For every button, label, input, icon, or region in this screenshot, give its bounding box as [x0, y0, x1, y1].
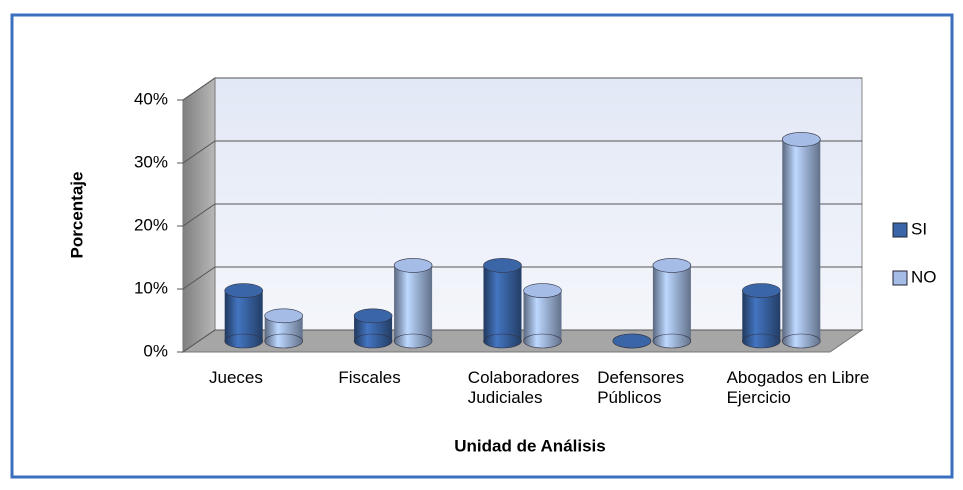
grid-line: [182, 329, 862, 353]
bar-body: [782, 139, 821, 341]
bar-base: [264, 333, 304, 349]
bar-top: [652, 258, 692, 273]
bar-body: [224, 290, 263, 341]
bar: [264, 308, 304, 349]
x-axis-label: Unidad de Análisis: [454, 436, 605, 455]
bar-body: [483, 265, 522, 341]
bar-base: [652, 333, 692, 349]
bar-base: [353, 333, 393, 349]
bar-top: [741, 283, 781, 298]
legend-swatch: [892, 270, 908, 286]
bar: [652, 258, 692, 349]
y-tick-label: 10%: [134, 278, 168, 297]
grid-line: [182, 266, 862, 290]
y-tick-label: 20%: [134, 215, 168, 234]
bar-top: [353, 308, 393, 324]
bar-top: [264, 308, 304, 324]
bar-body: [523, 290, 562, 341]
bar-top: [612, 333, 652, 349]
bar-body: [742, 290, 781, 341]
x-tick-label: Abogados en Libre Ejercicio: [726, 368, 870, 407]
grid-line: [182, 77, 862, 101]
bar: [612, 333, 652, 349]
grid-line: [182, 140, 862, 164]
bar: [781, 132, 821, 349]
bar: [224, 283, 263, 349]
y-tick-label: 0%: [143, 341, 168, 360]
bar: [523, 283, 562, 349]
bar-base: [523, 333, 562, 349]
legend-label: SI: [911, 219, 927, 238]
legend-swatch: [892, 222, 908, 238]
legend-label: NO: [911, 267, 937, 286]
x-tick-label: Jueces: [209, 368, 263, 387]
bar-base: [393, 333, 433, 349]
bar: [741, 283, 781, 349]
y-tick-label: 40%: [134, 89, 168, 108]
bar-body: [394, 265, 433, 341]
bar: [353, 308, 393, 349]
bar-top: [224, 283, 263, 298]
bar-base: [224, 333, 263, 349]
bar: [483, 258, 522, 349]
bar-top: [393, 258, 433, 273]
y-axis-label: Porcentaje: [67, 172, 86, 259]
x-tick-label: Colaboradores Judiciales: [467, 368, 580, 407]
bar-body: [652, 265, 691, 341]
bar-top: [483, 258, 522, 273]
y-tick-label: 30%: [134, 152, 168, 171]
x-tick-label: Defensores Públicos: [597, 368, 685, 407]
bar-base: [781, 333, 821, 349]
bar-base: [483, 333, 522, 349]
bar-top: [523, 283, 562, 298]
bar-top: [781, 132, 821, 147]
bar-base: [741, 333, 781, 349]
x-tick-label: Fiscales: [338, 368, 401, 387]
bar: [393, 258, 433, 349]
grid-line: [182, 203, 862, 227]
